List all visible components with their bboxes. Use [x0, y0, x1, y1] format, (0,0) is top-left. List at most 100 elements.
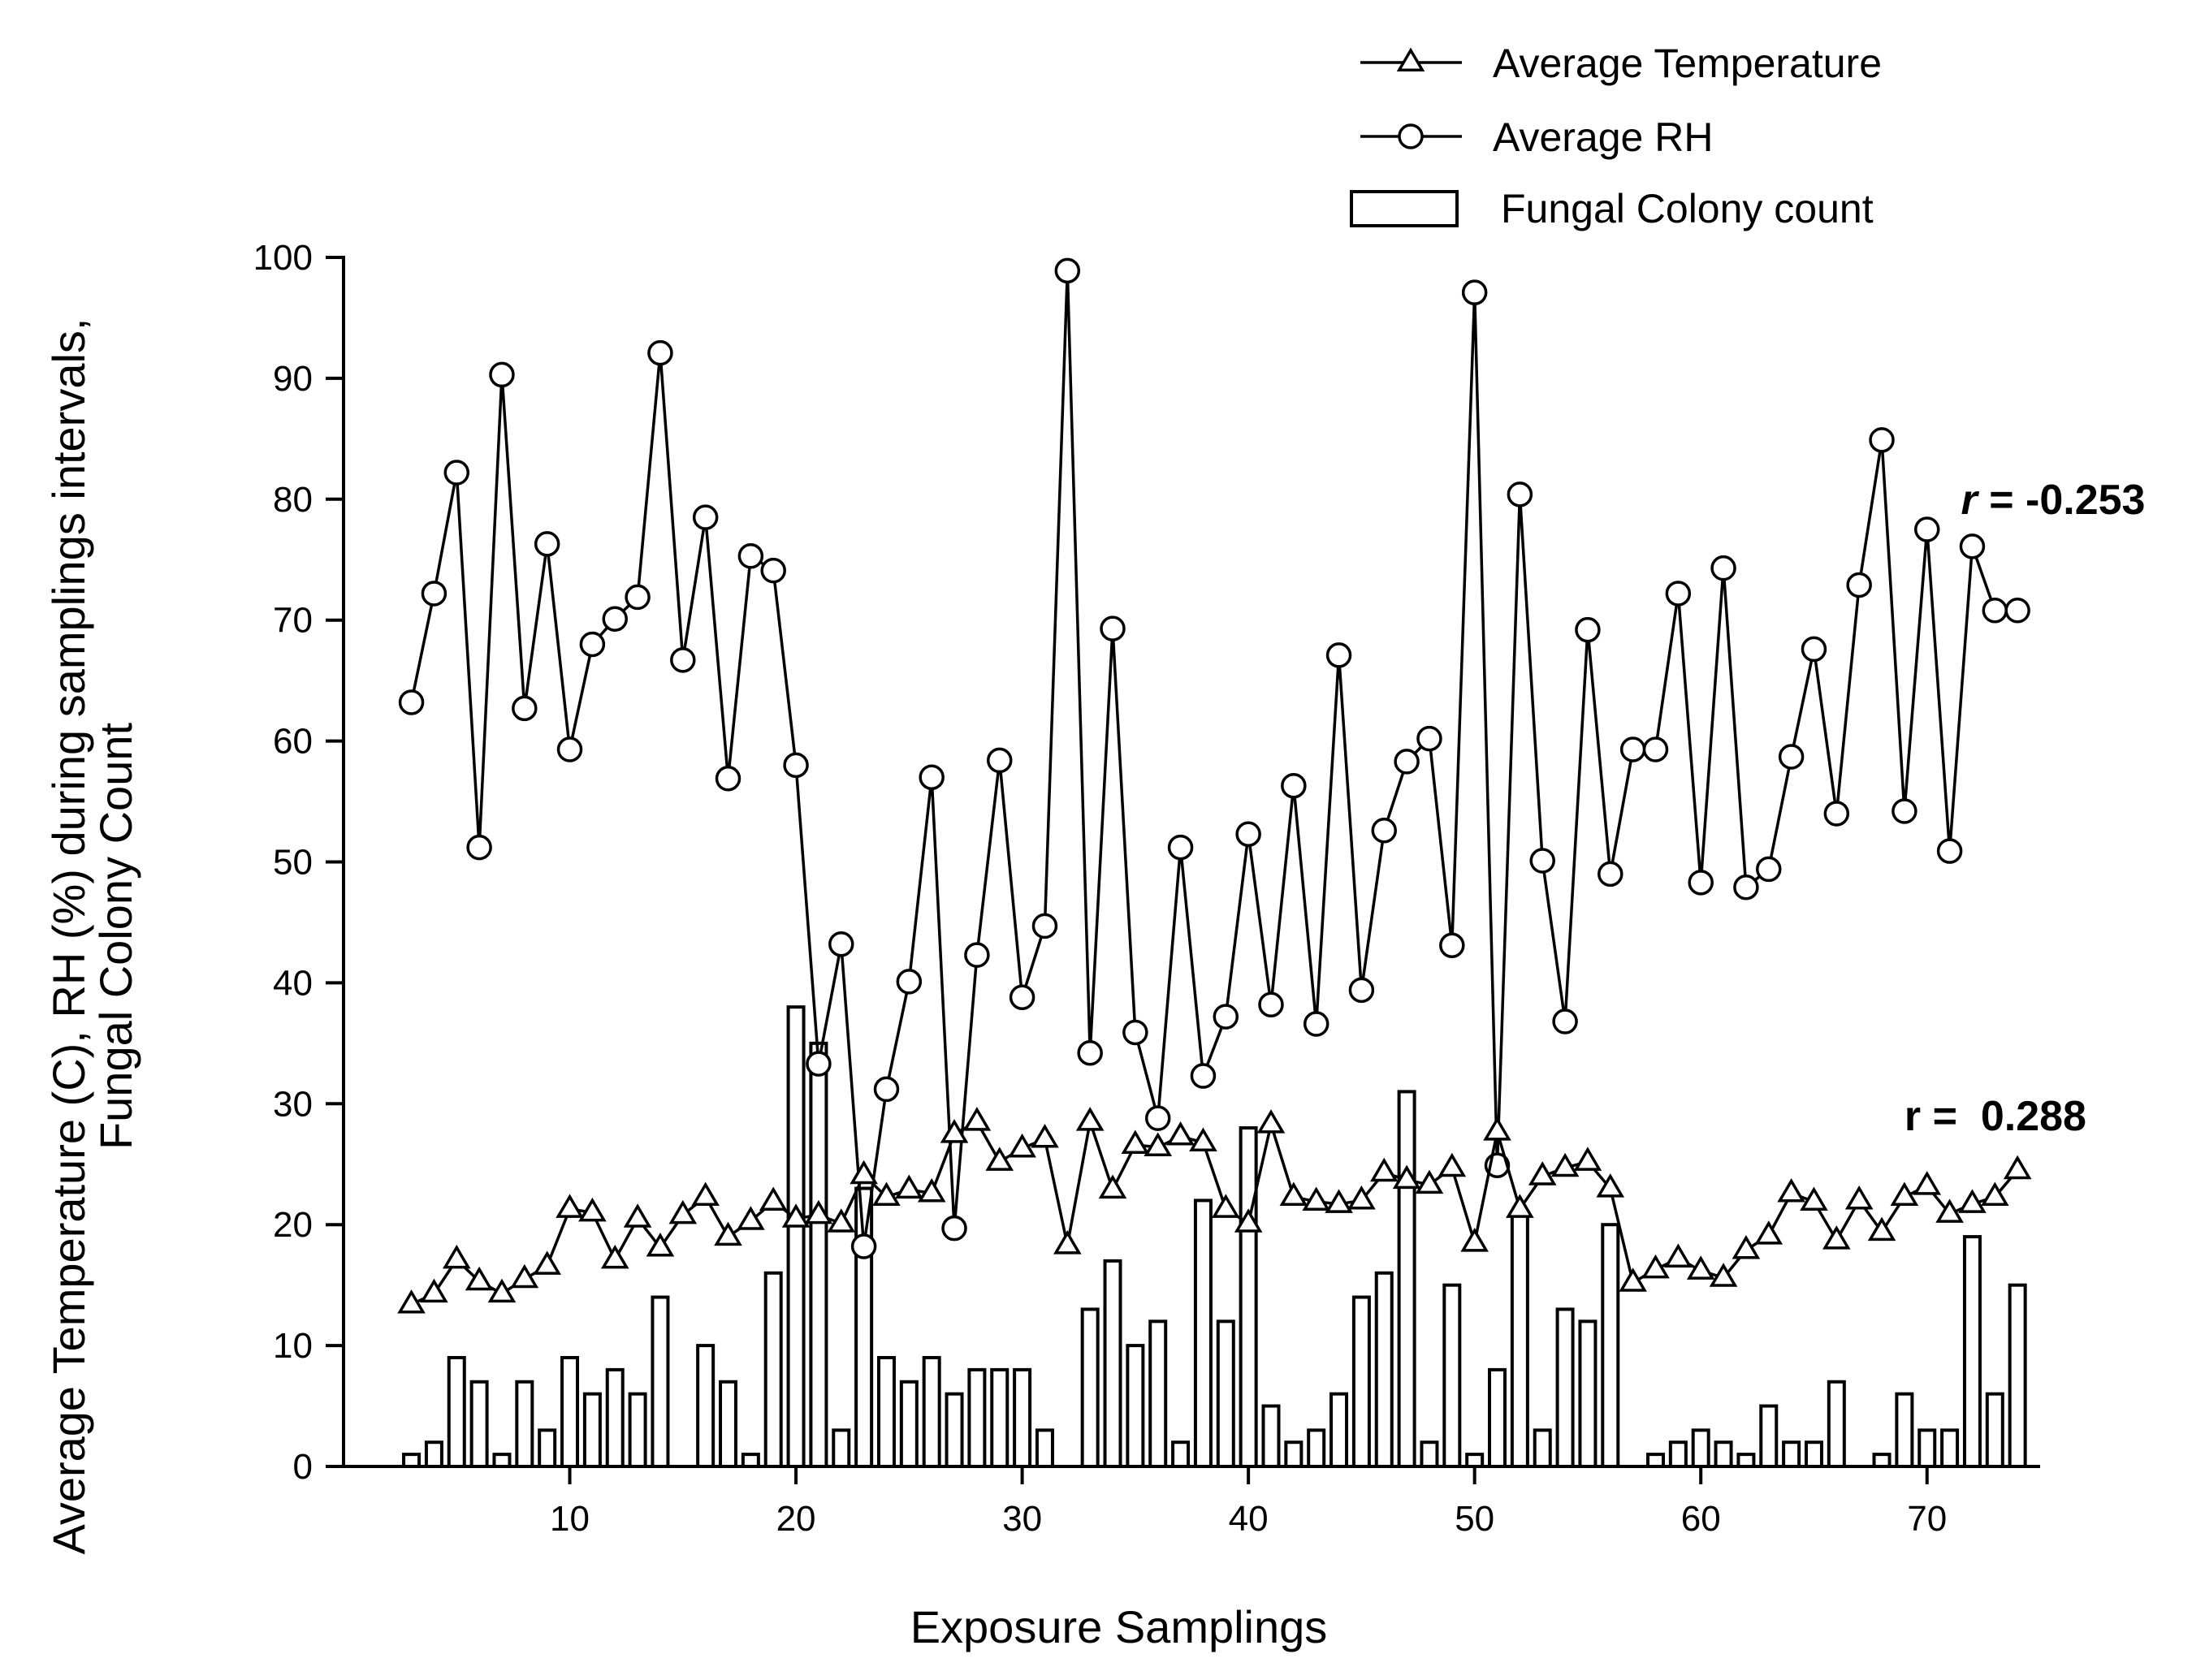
point-average-temperature — [1121, 1129, 1150, 1154]
bar — [492, 1453, 512, 1468]
point-average-temperature — [556, 1194, 584, 1218]
y-tick-label: 80 — [273, 480, 313, 520]
point-average-rh — [647, 339, 673, 366]
point-average-temperature — [442, 1244, 471, 1269]
point-average-temperature — [1800, 1186, 1828, 1211]
bar — [628, 1392, 647, 1469]
point-average-temperature — [1098, 1174, 1127, 1199]
point-average-rh — [1982, 598, 2008, 624]
axes: 0 10 20 30 40 50 60 70 80 90 100 10 20 30 40 50 60 70 — [253, 238, 2040, 1539]
point-average-temperature — [940, 1119, 969, 1143]
x-tick-label: 70 — [1907, 1499, 1947, 1539]
y-tick-label: 90 — [273, 359, 313, 399]
bar — [1872, 1453, 1892, 1468]
x-axis-title: Exposure Samplings — [910, 1601, 1328, 1652]
point-average-rh — [1461, 279, 1488, 305]
point-average-temperature — [1596, 1173, 1625, 1198]
point-average-temperature — [1935, 1198, 1964, 1223]
point-average-temperature — [510, 1263, 539, 1289]
point-average-rh — [941, 1215, 967, 1242]
point-average-rh — [737, 543, 764, 569]
point-average-temperature — [737, 1206, 765, 1230]
y-tick-label: 50 — [273, 843, 313, 883]
point-average-rh — [1801, 636, 1827, 663]
point-average-rh — [806, 1051, 832, 1077]
point-average-temperature — [533, 1250, 561, 1275]
point-average-temperature — [1664, 1243, 1693, 1268]
point-average-temperature — [1031, 1124, 1059, 1148]
point-average-rh — [2004, 598, 2030, 624]
bar — [1465, 1453, 1485, 1468]
bar — [1668, 1440, 1688, 1468]
point-average-temperature — [1528, 1161, 1557, 1186]
bar — [1510, 1211, 1529, 1469]
point-average-rh — [919, 764, 945, 791]
point-average-rh — [443, 460, 470, 486]
bar — [1239, 1126, 1258, 1468]
bar — [1103, 1259, 1122, 1468]
bar-series-fungal-colony-count — [402, 1005, 2027, 1469]
bar — [424, 1440, 443, 1468]
correlation-annotation: r = -0.253 — [1961, 477, 2146, 524]
point-average-rh — [466, 834, 492, 861]
bar — [809, 1041, 828, 1468]
bar — [1895, 1392, 1914, 1469]
point-average-temperature — [1256, 1109, 1286, 1134]
point-average-rh — [1348, 977, 1375, 1004]
point-average-temperature — [1822, 1225, 1851, 1250]
y-axis-title-line: Fungal Colony Count — [90, 723, 141, 1151]
point-average-temperature — [646, 1233, 675, 1257]
point-average-temperature — [1460, 1228, 1489, 1252]
point-average-temperature — [397, 1289, 426, 1314]
point-average-temperature — [1008, 1133, 1036, 1158]
point-average-temperature — [850, 1160, 878, 1185]
bar — [1804, 1440, 1823, 1468]
point-average-temperature — [1392, 1164, 1421, 1190]
bar — [899, 1380, 919, 1469]
x-tick-label: 50 — [1455, 1499, 1494, 1539]
point-average-rh — [534, 531, 560, 557]
point-average-temperature — [668, 1199, 698, 1224]
y-tick-label: 0 — [293, 1447, 313, 1487]
point-average-temperature — [1279, 1181, 1308, 1207]
bar — [1759, 1404, 1779, 1469]
point-average-rh — [692, 504, 719, 530]
point-average-rh — [1371, 818, 1398, 844]
bar — [1827, 1380, 1846, 1469]
bar — [1126, 1344, 1145, 1468]
point-average-rh — [398, 689, 425, 715]
point-average-temperature — [872, 1181, 901, 1207]
legend-label: Average Temperature — [1493, 41, 1882, 86]
point-average-temperature — [1438, 1152, 1467, 1177]
point-average-rh — [986, 747, 1013, 774]
point-average-rh — [489, 361, 515, 388]
correlation-annotation: r = 0.288 — [1905, 1093, 2086, 1140]
point-average-temperature — [1573, 1147, 1602, 1171]
point-average-temperature — [1732, 1235, 1761, 1259]
point-average-temperature — [1619, 1268, 1647, 1292]
legend: Average Temperature Average RH Fungal Colo… — [1350, 41, 1882, 231]
bar — [1420, 1440, 1439, 1468]
point-average-temperature — [1075, 1107, 1105, 1131]
point-average-rh — [1122, 1019, 1148, 1046]
point-average-temperature — [1144, 1132, 1173, 1156]
point-average-rh — [783, 752, 809, 779]
bar — [538, 1428, 557, 1468]
point-average-temperature — [691, 1181, 720, 1207]
point-average-rh — [715, 766, 741, 792]
point-average-temperature — [1709, 1263, 1738, 1287]
x-tick-label: 40 — [1229, 1499, 1269, 1539]
point-average-rh — [1823, 801, 1850, 827]
bar — [1329, 1392, 1349, 1469]
x-tick-label: 10 — [550, 1499, 590, 1539]
bar — [402, 1453, 422, 1468]
point-average-rh — [1439, 932, 1465, 958]
point-average-temperature — [1913, 1171, 1942, 1195]
bar — [696, 1344, 716, 1468]
point-average-temperature — [623, 1203, 652, 1228]
bar — [1714, 1440, 1733, 1468]
point-average-rh — [1529, 848, 1555, 874]
line-series-average-temperature — [397, 1107, 2032, 1314]
legend-swatch-triangle-icon — [1396, 47, 1425, 72]
